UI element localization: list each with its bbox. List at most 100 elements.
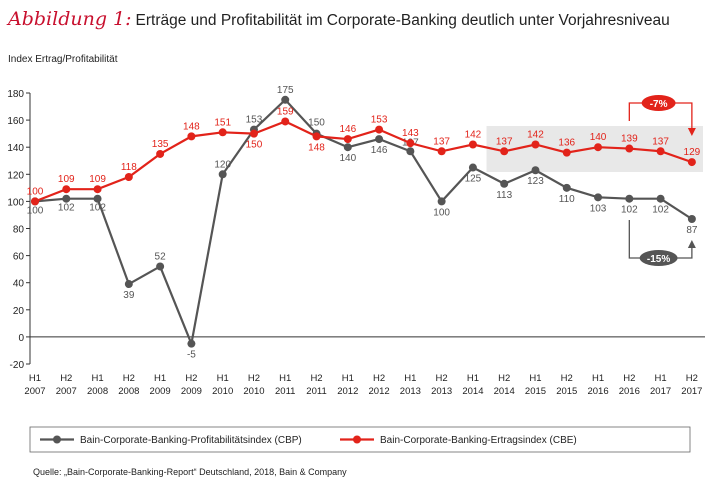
data-point xyxy=(625,144,634,153)
data-point xyxy=(62,185,71,194)
data-point xyxy=(375,125,384,134)
source-note: Quelle: „Bain-Corporate-Banking-Report“ … xyxy=(33,467,347,477)
x-tick-label-half: H2 xyxy=(498,373,510,384)
x-tick-label-half: H2 xyxy=(310,373,322,384)
data-point xyxy=(531,166,540,175)
data-label: 150 xyxy=(246,140,263,151)
x-tick-label-year: 2007 xyxy=(24,386,45,397)
legend-marker xyxy=(53,435,61,444)
data-point xyxy=(406,139,415,148)
y-tick-label: 100 xyxy=(7,197,24,208)
data-label: 175 xyxy=(277,85,294,96)
data-point xyxy=(437,147,446,156)
data-label: 150 xyxy=(308,118,325,129)
data-point xyxy=(687,158,696,167)
annotation-badge xyxy=(641,95,676,111)
data-label: 146 xyxy=(371,145,388,156)
x-tick-label-year: 2017 xyxy=(681,386,702,397)
x-tick-label-year: 2014 xyxy=(462,386,483,397)
data-point xyxy=(531,140,540,149)
data-point xyxy=(312,132,321,141)
data-label: 137 xyxy=(433,136,450,147)
x-tick-label-half: H1 xyxy=(279,373,291,384)
data-point xyxy=(343,135,352,144)
x-tick-label-half: H1 xyxy=(91,373,103,384)
x-tick-label-half: H1 xyxy=(529,373,541,384)
data-label: 103 xyxy=(590,203,607,214)
data-label: 100 xyxy=(27,205,44,216)
x-tick-label-year: 2014 xyxy=(494,386,515,397)
x-tick-label-year: 2016 xyxy=(587,386,608,397)
data-point xyxy=(500,147,509,156)
data-point xyxy=(594,143,603,152)
x-tick-label-year: 2015 xyxy=(525,386,546,397)
data-point xyxy=(656,194,665,203)
data-point xyxy=(187,132,196,141)
data-point xyxy=(625,194,634,203)
legend-label: Bain-Corporate-Banking-Profitabilitätsin… xyxy=(80,435,302,446)
x-tick-label-half: H1 xyxy=(154,373,166,384)
data-label: 102 xyxy=(621,205,638,216)
x-tick-label-half: H1 xyxy=(467,373,479,384)
data-point xyxy=(62,194,71,203)
data-label: 109 xyxy=(89,174,106,185)
annotation-label: -7% xyxy=(650,99,668,110)
legend-marker xyxy=(353,435,361,444)
x-tick-label-year: 2010 xyxy=(243,386,264,397)
x-tick-label-year: 2015 xyxy=(556,386,577,397)
data-label: 140 xyxy=(339,153,356,164)
data-label: 136 xyxy=(558,138,575,149)
data-label: 142 xyxy=(527,129,544,140)
data-label: -5 xyxy=(187,350,196,361)
x-tick-label-half: H1 xyxy=(592,373,604,384)
arrow-down-icon xyxy=(687,128,696,136)
data-point xyxy=(156,262,165,271)
data-label: 118 xyxy=(121,162,137,173)
x-tick-label-year: 2009 xyxy=(150,386,171,397)
data-label: 142 xyxy=(465,129,482,140)
data-label: 129 xyxy=(684,147,701,158)
x-tick-label-half: H1 xyxy=(217,373,229,384)
data-point xyxy=(218,128,227,137)
y-axis-label: Index Ertrag/Profitabilität xyxy=(8,54,118,65)
data-label: 125 xyxy=(465,174,482,185)
x-tick-label-half: H2 xyxy=(561,373,573,384)
data-point xyxy=(31,197,39,206)
data-label: 100 xyxy=(27,186,44,197)
x-tick-label-half: H1 xyxy=(404,373,416,384)
data-label: 137 xyxy=(496,136,513,147)
data-label: 102 xyxy=(58,203,75,214)
data-point xyxy=(562,148,571,157)
title-text: Erträge und Profitabilität im Corporate-… xyxy=(135,12,670,29)
y-tick-label: 80 xyxy=(13,225,25,236)
data-label: 153 xyxy=(246,115,263,126)
data-label: 153 xyxy=(371,115,388,126)
y-tick-label: -20 xyxy=(10,360,25,371)
chart-title: Abbildung 1: Erträge und Profitabilität i… xyxy=(8,8,670,30)
data-point xyxy=(406,147,415,156)
data-label: 109 xyxy=(58,174,75,185)
series-line xyxy=(34,120,693,203)
data-point xyxy=(687,215,696,224)
data-label: 139 xyxy=(621,134,638,145)
figure-label: Abbildung 1: xyxy=(8,8,132,30)
y-tick-label: 20 xyxy=(13,306,25,317)
data-label: 120 xyxy=(214,159,231,170)
data-label: 148 xyxy=(308,142,325,153)
x-tick-label-year: 2017 xyxy=(650,386,671,397)
data-label: 110 xyxy=(559,194,575,205)
data-point xyxy=(281,117,290,126)
data-point xyxy=(187,339,196,348)
x-tick-label-year: 2012 xyxy=(369,386,390,397)
y-tick-label: 60 xyxy=(13,252,25,263)
data-point xyxy=(437,197,446,206)
data-label: 137 xyxy=(652,136,669,147)
data-label: 100 xyxy=(433,207,450,218)
x-tick-label-half: H1 xyxy=(655,373,667,384)
x-tick-label-year: 2013 xyxy=(431,386,452,397)
data-label: 135 xyxy=(152,139,169,150)
x-tick-label-half: H2 xyxy=(373,373,385,384)
data-point xyxy=(500,179,509,188)
x-tick-label-year: 2011 xyxy=(275,386,295,397)
